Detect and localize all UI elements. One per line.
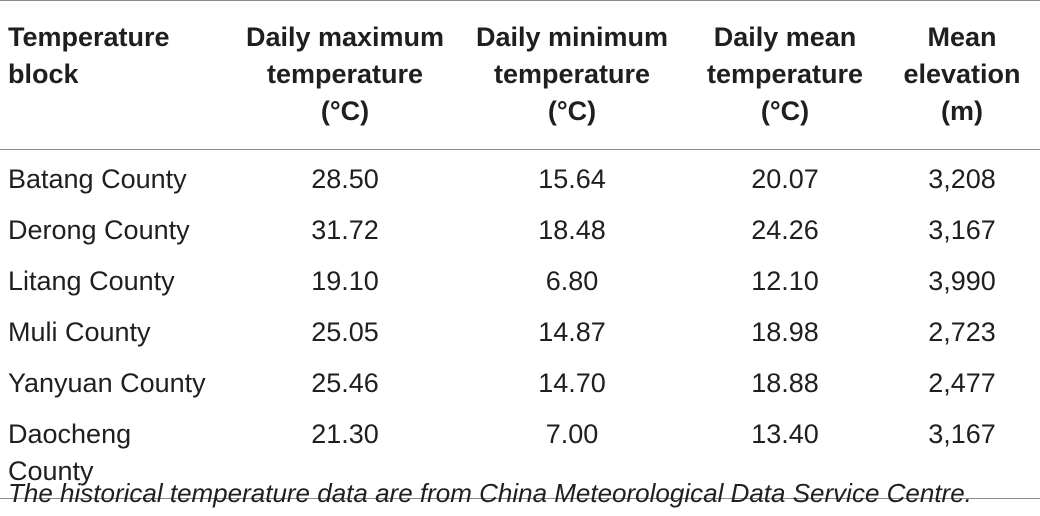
cell-elevation: 3,167 xyxy=(928,215,996,245)
header-text: Daily maximum xyxy=(245,22,445,52)
cell-block: Batang County xyxy=(8,164,187,194)
table-row: Daocheng County 21.30 7.00 13.40 3,167 xyxy=(0,410,1040,499)
header-text: temperature xyxy=(493,59,651,89)
header-temperature-block: Temperature block xyxy=(0,0,232,150)
cell-mean: 18.88 xyxy=(751,368,819,398)
cell-min: 14.87 xyxy=(538,317,606,347)
table-row: Yanyuan County 25.46 14.70 18.88 2,477 xyxy=(0,359,1040,410)
cell-elevation: 2,723 xyxy=(928,317,996,347)
header-text: temperature xyxy=(706,59,864,89)
header-text: Mean xyxy=(927,22,997,52)
header-text: Daily mean xyxy=(713,22,857,52)
cell-block-text: Daocheng County xyxy=(8,419,132,486)
cell-max: 25.46 xyxy=(311,368,379,398)
cell-elevation: 2,477 xyxy=(928,368,996,398)
header-text: Temperature xyxy=(8,22,170,52)
cell-max: 25.05 xyxy=(311,317,379,347)
table-header: Temperature block Daily maximum temperat… xyxy=(0,0,1040,150)
table-body: Batang County 28.50 15.64 20.07 3,208 De… xyxy=(0,150,1040,499)
cell-block: Litang County xyxy=(8,266,175,296)
header-text: elevation xyxy=(903,59,1021,89)
cell-min: 18.48 xyxy=(538,215,606,245)
temperature-table-container: Temperature block Daily maximum temperat… xyxy=(0,0,1040,499)
table-row: Muli County 25.05 14.87 18.98 2,723 xyxy=(0,308,1040,359)
cell-elevation: 3,208 xyxy=(928,164,996,194)
header-text: (°C) xyxy=(760,96,810,126)
cell-elevation: 3,167 xyxy=(884,410,1040,499)
cell-min: 14.70 xyxy=(538,368,606,398)
header-daily-minimum: Daily minimum temperature (°C) xyxy=(458,0,686,150)
header-text: block xyxy=(8,59,79,89)
cell-min: 6.80 xyxy=(545,266,599,296)
cell-max: 31.72 xyxy=(311,215,379,245)
cell-max: 28.50 xyxy=(311,164,379,194)
cell-block: Yanyuan County xyxy=(8,368,206,398)
header-text: (°C) xyxy=(320,96,370,126)
header-text: (°C) xyxy=(547,96,597,126)
cell-mean: 18.98 xyxy=(751,317,819,347)
cell-mean: 12.10 xyxy=(751,266,819,296)
cell-mean: 24.26 xyxy=(751,215,819,245)
table-row: Batang County 28.50 15.64 20.07 3,208 xyxy=(0,150,1040,207)
table-row: Litang County 19.10 6.80 12.10 3,990 xyxy=(0,257,1040,308)
cell-block: Muli County xyxy=(8,317,151,347)
cell-block: Derong County xyxy=(8,215,190,245)
cell-elevation: 3,990 xyxy=(928,266,996,296)
cell-max: 19.10 xyxy=(311,266,379,296)
header-text: (m) xyxy=(941,96,983,126)
cell-min: 7.00 xyxy=(458,410,686,499)
cell-block: Daocheng County xyxy=(0,410,232,499)
header-daily-maximum: Daily maximum temperature (°C) xyxy=(232,0,458,150)
header-row: Temperature block Daily maximum temperat… xyxy=(0,0,1040,150)
header-text: Daily minimum xyxy=(475,22,669,52)
cell-mean: 20.07 xyxy=(751,164,819,194)
cell-max: 21.30 xyxy=(232,410,458,499)
cell-mean: 13.40 xyxy=(686,410,884,499)
temperature-table: Temperature block Daily maximum temperat… xyxy=(0,0,1040,499)
header-daily-mean: Daily mean temperature (°C) xyxy=(686,0,884,150)
cell-min: 15.64 xyxy=(538,164,606,194)
header-text: temperature xyxy=(266,59,424,89)
table-footnote: The historical temperature data are from… xyxy=(8,478,972,508)
header-mean-elevation: Mean elevation (m) xyxy=(884,0,1040,150)
table-row: Derong County 31.72 18.48 24.26 3,167 xyxy=(0,206,1040,257)
